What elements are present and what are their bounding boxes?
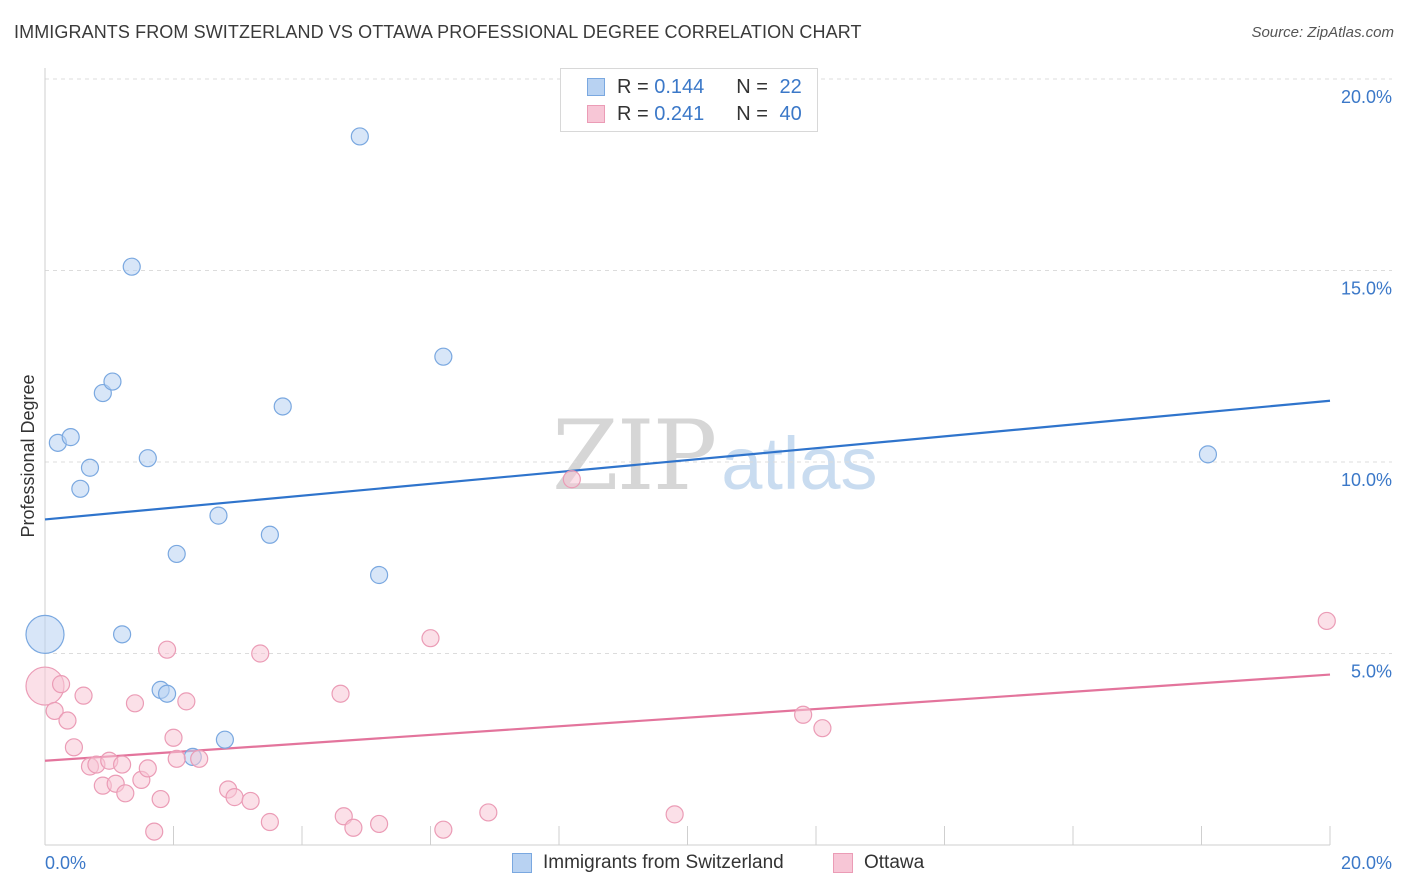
legend-row-switzerland: R = 0.144 N = 22 bbox=[587, 74, 802, 100]
point-switzerland bbox=[72, 480, 89, 497]
legend-n-value: 22 bbox=[780, 76, 802, 99]
point-ottawa bbox=[814, 720, 831, 737]
point-ottawa bbox=[165, 729, 182, 746]
legend-row-ottawa: R = 0.241 N = 40 bbox=[587, 101, 802, 127]
point-switzerland bbox=[81, 459, 98, 476]
point-ottawa bbox=[435, 821, 452, 838]
point-switzerland bbox=[159, 685, 176, 702]
series-label-switzerland: Immigrants from Switzerland bbox=[543, 852, 784, 874]
point-ottawa bbox=[1318, 612, 1335, 629]
tick-labels: 5.0%10.0%15.0%20.0%0.0% 20.0% bbox=[45, 87, 1392, 873]
series-legend-ottawa[interactable]: Ottawa bbox=[833, 852, 924, 874]
series-legend: Immigrants from Switzerland Ottawa bbox=[0, 852, 1406, 878]
point-ottawa bbox=[371, 815, 388, 832]
point-ottawa bbox=[152, 791, 169, 808]
point-ottawa bbox=[480, 804, 497, 821]
point-ottawa bbox=[242, 792, 259, 809]
y-tick-label: 10.0% bbox=[1341, 470, 1392, 490]
scatter-chart: 5.0%10.0%15.0%20.0%0.0% 20.0% Professiona… bbox=[0, 0, 1406, 892]
point-ottawa bbox=[795, 706, 812, 723]
point-switzerland bbox=[210, 507, 227, 524]
point-switzerland bbox=[435, 348, 452, 365]
legend-r-label: R = bbox=[617, 76, 649, 99]
point-ottawa bbox=[146, 823, 163, 840]
point-ottawa bbox=[168, 750, 185, 767]
point-switzerland bbox=[62, 429, 79, 446]
point-ottawa bbox=[666, 806, 683, 823]
y-tick-label: 20.0% bbox=[1341, 87, 1392, 107]
series-swatch-switzerland bbox=[512, 853, 532, 873]
gridlines bbox=[45, 79, 1392, 654]
point-switzerland bbox=[261, 526, 278, 543]
point-switzerland bbox=[139, 450, 156, 467]
point-ottawa bbox=[422, 630, 439, 647]
legend-n-label: N = bbox=[736, 103, 768, 126]
point-ottawa bbox=[126, 695, 143, 712]
y-tick-label: 15.0% bbox=[1341, 279, 1392, 299]
trend-line-switzerland bbox=[45, 401, 1330, 520]
y-axis-label: Professional Degree bbox=[18, 374, 38, 537]
point-ottawa bbox=[191, 750, 208, 767]
legend-swatch-ottawa bbox=[587, 105, 605, 123]
y-tick-label: 5.0% bbox=[1351, 662, 1392, 682]
legend-n-value: 40 bbox=[780, 103, 802, 126]
point-ottawa bbox=[117, 785, 134, 802]
legend-r-value: 0.144 bbox=[654, 76, 724, 99]
point-ottawa bbox=[226, 789, 243, 806]
legend-r-label: R = bbox=[617, 103, 649, 126]
point-switzerland bbox=[1199, 446, 1216, 463]
legend-r-value: 0.241 bbox=[654, 103, 724, 126]
legend-n-label: N = bbox=[736, 76, 768, 99]
point-switzerland bbox=[104, 373, 121, 390]
point-switzerland bbox=[114, 626, 131, 643]
trend-line-ottawa bbox=[45, 675, 1330, 761]
point-switzerland bbox=[168, 545, 185, 562]
series-swatch-ottawa bbox=[833, 853, 853, 873]
data-points bbox=[26, 128, 1335, 840]
point-ottawa bbox=[252, 645, 269, 662]
point-ottawa bbox=[332, 685, 349, 702]
point-ottawa bbox=[75, 687, 92, 704]
point-ottawa bbox=[53, 676, 70, 693]
point-switzerland bbox=[123, 258, 140, 275]
point-switzerland bbox=[274, 398, 291, 415]
point-ottawa bbox=[59, 712, 76, 729]
point-ottawa bbox=[114, 756, 131, 773]
point-ottawa bbox=[261, 814, 278, 831]
point-ottawa bbox=[159, 641, 176, 658]
point-switzerland bbox=[26, 615, 64, 653]
point-ottawa bbox=[345, 819, 362, 836]
trend-lines bbox=[45, 401, 1330, 761]
point-ottawa bbox=[65, 739, 82, 756]
correlation-legend: R = 0.144 N = 22 R = 0.241 N = 40 bbox=[560, 68, 818, 132]
series-label-ottawa: Ottawa bbox=[864, 852, 924, 874]
axes bbox=[45, 68, 1330, 845]
point-ottawa bbox=[139, 760, 156, 777]
point-switzerland bbox=[371, 566, 388, 583]
series-legend-switzerland[interactable]: Immigrants from Switzerland bbox=[512, 852, 784, 874]
point-switzerland bbox=[216, 731, 233, 748]
point-ottawa bbox=[178, 693, 195, 710]
point-ottawa bbox=[563, 471, 580, 488]
point-switzerland bbox=[351, 128, 368, 145]
legend-swatch-switzerland bbox=[587, 78, 605, 96]
